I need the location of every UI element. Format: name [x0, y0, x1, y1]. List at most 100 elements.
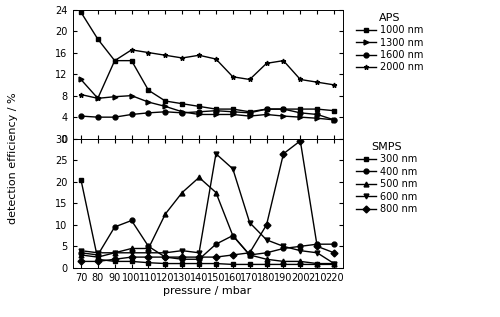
2000 nm	[280, 59, 286, 62]
1000 nm	[146, 88, 152, 92]
1000 nm	[162, 99, 168, 103]
600 nm	[230, 167, 236, 171]
1600 nm	[213, 109, 219, 113]
300 nm	[213, 262, 219, 265]
600 nm	[78, 249, 84, 253]
2000 nm	[179, 56, 185, 60]
1000 nm	[298, 107, 304, 111]
1300 nm	[196, 113, 202, 116]
800 nm	[230, 253, 236, 257]
Line: 300 nm: 300 nm	[78, 177, 336, 267]
2000 nm	[196, 53, 202, 57]
Line: 500 nm: 500 nm	[78, 175, 336, 266]
Legend: 300 nm, 400 nm, 500 nm, 600 nm, 800 nm: 300 nm, 400 nm, 500 nm, 600 nm, 800 nm	[356, 141, 418, 215]
600 nm	[298, 249, 304, 253]
600 nm	[264, 238, 270, 242]
400 nm	[146, 244, 152, 248]
300 nm	[196, 262, 202, 265]
2000 nm	[78, 93, 84, 96]
500 nm	[112, 251, 117, 255]
500 nm	[179, 191, 185, 194]
1300 nm	[95, 96, 101, 100]
400 nm	[264, 251, 270, 255]
1600 nm	[112, 115, 117, 119]
800 nm	[78, 260, 84, 263]
300 nm	[112, 260, 117, 263]
400 nm	[112, 225, 117, 229]
600 nm	[95, 251, 101, 255]
600 nm	[331, 262, 337, 265]
2000 nm	[128, 48, 134, 52]
300 nm	[95, 257, 101, 261]
500 nm	[95, 255, 101, 259]
500 nm	[246, 253, 252, 257]
1300 nm	[280, 114, 286, 118]
Line: 800 nm: 800 nm	[78, 139, 336, 264]
800 nm	[280, 152, 286, 156]
2000 nm	[112, 59, 117, 62]
300 nm	[78, 178, 84, 182]
1000 nm	[280, 107, 286, 111]
1300 nm	[78, 78, 84, 81]
2000 nm	[146, 51, 152, 55]
500 nm	[162, 212, 168, 216]
400 nm	[331, 242, 337, 246]
Text: detection efficiency / %: detection efficiency / %	[8, 93, 18, 224]
300 nm	[314, 262, 320, 266]
300 nm	[280, 262, 286, 266]
1600 nm	[196, 110, 202, 114]
1000 nm	[246, 110, 252, 114]
600 nm	[112, 251, 117, 255]
2000 nm	[230, 75, 236, 79]
800 nm	[196, 255, 202, 259]
2000 nm	[95, 96, 101, 100]
1600 nm	[298, 111, 304, 115]
500 nm	[213, 191, 219, 194]
1300 nm	[314, 116, 320, 120]
1600 nm	[264, 107, 270, 111]
1600 nm	[331, 118, 337, 122]
2000 nm	[314, 80, 320, 84]
300 nm	[162, 262, 168, 265]
400 nm	[196, 257, 202, 261]
1300 nm	[179, 110, 185, 114]
500 nm	[196, 176, 202, 179]
1600 nm	[280, 107, 286, 111]
1600 nm	[146, 111, 152, 115]
1000 nm	[78, 10, 84, 14]
600 nm	[314, 251, 320, 255]
1000 nm	[196, 105, 202, 108]
800 nm	[213, 255, 219, 259]
1300 nm	[331, 118, 337, 122]
1300 nm	[264, 113, 270, 116]
600 nm	[146, 251, 152, 255]
1600 nm	[246, 111, 252, 115]
1000 nm	[213, 107, 219, 111]
400 nm	[179, 257, 185, 261]
600 nm	[246, 221, 252, 224]
1600 nm	[179, 111, 185, 115]
500 nm	[264, 257, 270, 261]
Line: 600 nm: 600 nm	[78, 151, 336, 266]
400 nm	[246, 253, 252, 257]
1300 nm	[128, 94, 134, 98]
400 nm	[314, 242, 320, 246]
Line: 2000 nm: 2000 nm	[78, 48, 336, 101]
500 nm	[280, 260, 286, 263]
500 nm	[331, 262, 337, 265]
1600 nm	[162, 110, 168, 114]
500 nm	[230, 234, 236, 237]
800 nm	[162, 255, 168, 259]
1600 nm	[78, 114, 84, 118]
300 nm	[264, 262, 270, 266]
Line: 1300 nm: 1300 nm	[78, 77, 336, 122]
400 nm	[213, 242, 219, 246]
2000 nm	[162, 53, 168, 57]
800 nm	[298, 139, 304, 143]
300 nm	[128, 260, 134, 263]
1000 nm	[95, 37, 101, 41]
1000 nm	[264, 107, 270, 111]
400 nm	[280, 247, 286, 250]
800 nm	[264, 223, 270, 227]
400 nm	[230, 234, 236, 237]
